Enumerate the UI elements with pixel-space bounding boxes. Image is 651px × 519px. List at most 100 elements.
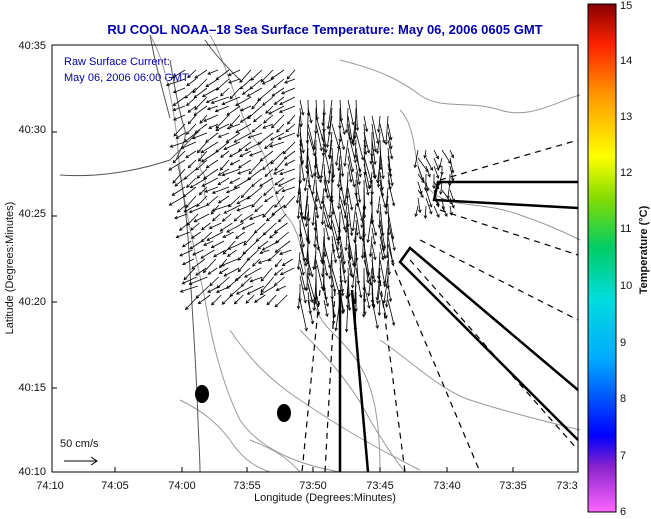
current-arrow bbox=[378, 251, 381, 279]
current-arrow-head bbox=[295, 200, 300, 204]
current-arrow bbox=[233, 177, 252, 189]
current-arrow bbox=[278, 213, 287, 223]
current-arrow-head bbox=[236, 200, 241, 205]
current-arrow bbox=[266, 294, 277, 306]
current-arrow bbox=[339, 115, 346, 135]
current-arrow-head bbox=[389, 136, 393, 141]
current-arrow-head bbox=[274, 167, 278, 172]
current-arrow-head bbox=[172, 107, 177, 112]
current-arrow-head bbox=[192, 252, 196, 256]
current-arrow-head bbox=[215, 289, 220, 293]
current-arrow-head bbox=[259, 157, 264, 162]
current-arrow-head bbox=[328, 155, 332, 160]
current-arrow-head bbox=[269, 137, 274, 141]
current-arrow-head bbox=[296, 215, 301, 220]
current-arrow bbox=[386, 291, 389, 308]
current-arrow-head bbox=[450, 177, 455, 182]
current-arrow-head bbox=[413, 164, 418, 169]
current-arrow bbox=[185, 294, 200, 310]
current-arrow-head bbox=[246, 93, 251, 97]
current-arrow bbox=[347, 123, 351, 141]
current-arrow bbox=[307, 283, 313, 303]
current-arrow bbox=[347, 131, 357, 163]
current-arrow bbox=[271, 114, 285, 129]
current-arrow-head bbox=[334, 327, 338, 332]
current-arrow-head bbox=[333, 259, 338, 264]
current-arrow bbox=[189, 204, 208, 213]
current-arrow bbox=[175, 132, 186, 139]
current-arrow bbox=[215, 105, 230, 112]
current-arrow-head bbox=[318, 179, 323, 184]
current-arrow-head bbox=[239, 153, 243, 158]
current-arrow bbox=[244, 267, 262, 278]
current-arrow-head bbox=[249, 153, 253, 157]
current-arrow-head bbox=[262, 214, 266, 218]
current-arrow bbox=[299, 211, 309, 241]
current-arrow bbox=[339, 179, 346, 203]
current-arrow-head bbox=[236, 208, 241, 212]
current-arrow bbox=[195, 267, 207, 276]
current-arrow-head bbox=[275, 287, 280, 291]
current-arrow bbox=[254, 294, 266, 303]
current-arrow bbox=[182, 240, 192, 248]
current-arrow-head bbox=[310, 299, 314, 303]
current-arrow-head bbox=[287, 120, 291, 125]
current-arrow-head bbox=[271, 93, 276, 97]
current-arrow-head bbox=[251, 129, 256, 133]
current-arrow bbox=[249, 150, 263, 157]
current-arrow bbox=[180, 285, 199, 293]
current-arrow bbox=[354, 139, 357, 158]
current-arrow bbox=[321, 235, 325, 264]
current-arrow bbox=[363, 299, 366, 315]
current-arrow-head bbox=[325, 313, 329, 318]
station-marker bbox=[195, 385, 209, 403]
current-arrow bbox=[299, 107, 302, 127]
current-arrow-head bbox=[172, 117, 177, 121]
current-arrow bbox=[296, 179, 301, 204]
current-arrow bbox=[247, 105, 263, 119]
current-arrow-head bbox=[259, 250, 264, 255]
current-arrow bbox=[274, 267, 284, 276]
x-tick-label: 73:55 bbox=[233, 480, 261, 492]
current-arrow-head bbox=[260, 288, 265, 293]
current-arrow bbox=[226, 132, 241, 143]
current-arrow bbox=[236, 204, 252, 211]
current-arrow bbox=[355, 171, 361, 203]
current-arrow-head bbox=[251, 203, 255, 208]
current-arrow bbox=[191, 231, 202, 239]
current-arrow bbox=[186, 78, 197, 86]
current-arrow bbox=[425, 181, 429, 192]
current-arrow bbox=[206, 96, 219, 103]
current-arrow-head bbox=[191, 266, 195, 270]
current-arrow-head bbox=[342, 131, 346, 135]
current-arrow bbox=[307, 299, 314, 324]
current-arrow-head bbox=[307, 272, 311, 277]
current-arrow bbox=[322, 251, 325, 277]
current-arrow-head bbox=[243, 274, 248, 278]
current-arrow-head bbox=[345, 129, 349, 134]
colorbar-tick-label: 6 bbox=[620, 506, 627, 518]
current-arrow bbox=[278, 177, 296, 187]
current-arrow-head bbox=[233, 185, 238, 189]
y-tick-label: 40:20 bbox=[18, 296, 46, 308]
current-arrow bbox=[417, 173, 425, 183]
current-arrow bbox=[247, 285, 265, 295]
current-arrow bbox=[188, 114, 197, 125]
current-arrow bbox=[417, 181, 423, 194]
current-arrow-head bbox=[168, 167, 172, 171]
current-arrow-head bbox=[215, 127, 220, 131]
current-arrow bbox=[195, 159, 208, 171]
current-arrow bbox=[387, 283, 392, 302]
current-arrow bbox=[271, 87, 285, 97]
current-arrow bbox=[279, 249, 292, 255]
current-arrow-head bbox=[377, 312, 382, 317]
current-arrow-head bbox=[205, 99, 210, 104]
current-arrow-head bbox=[390, 182, 394, 187]
current-arrow bbox=[306, 139, 309, 169]
current-arrow-head bbox=[300, 111, 305, 116]
current-arrow bbox=[338, 171, 341, 188]
current-arrow-head bbox=[257, 260, 262, 264]
current-arrow bbox=[323, 219, 330, 241]
current-arrow-head bbox=[273, 282, 278, 287]
current-arrow bbox=[371, 259, 376, 283]
